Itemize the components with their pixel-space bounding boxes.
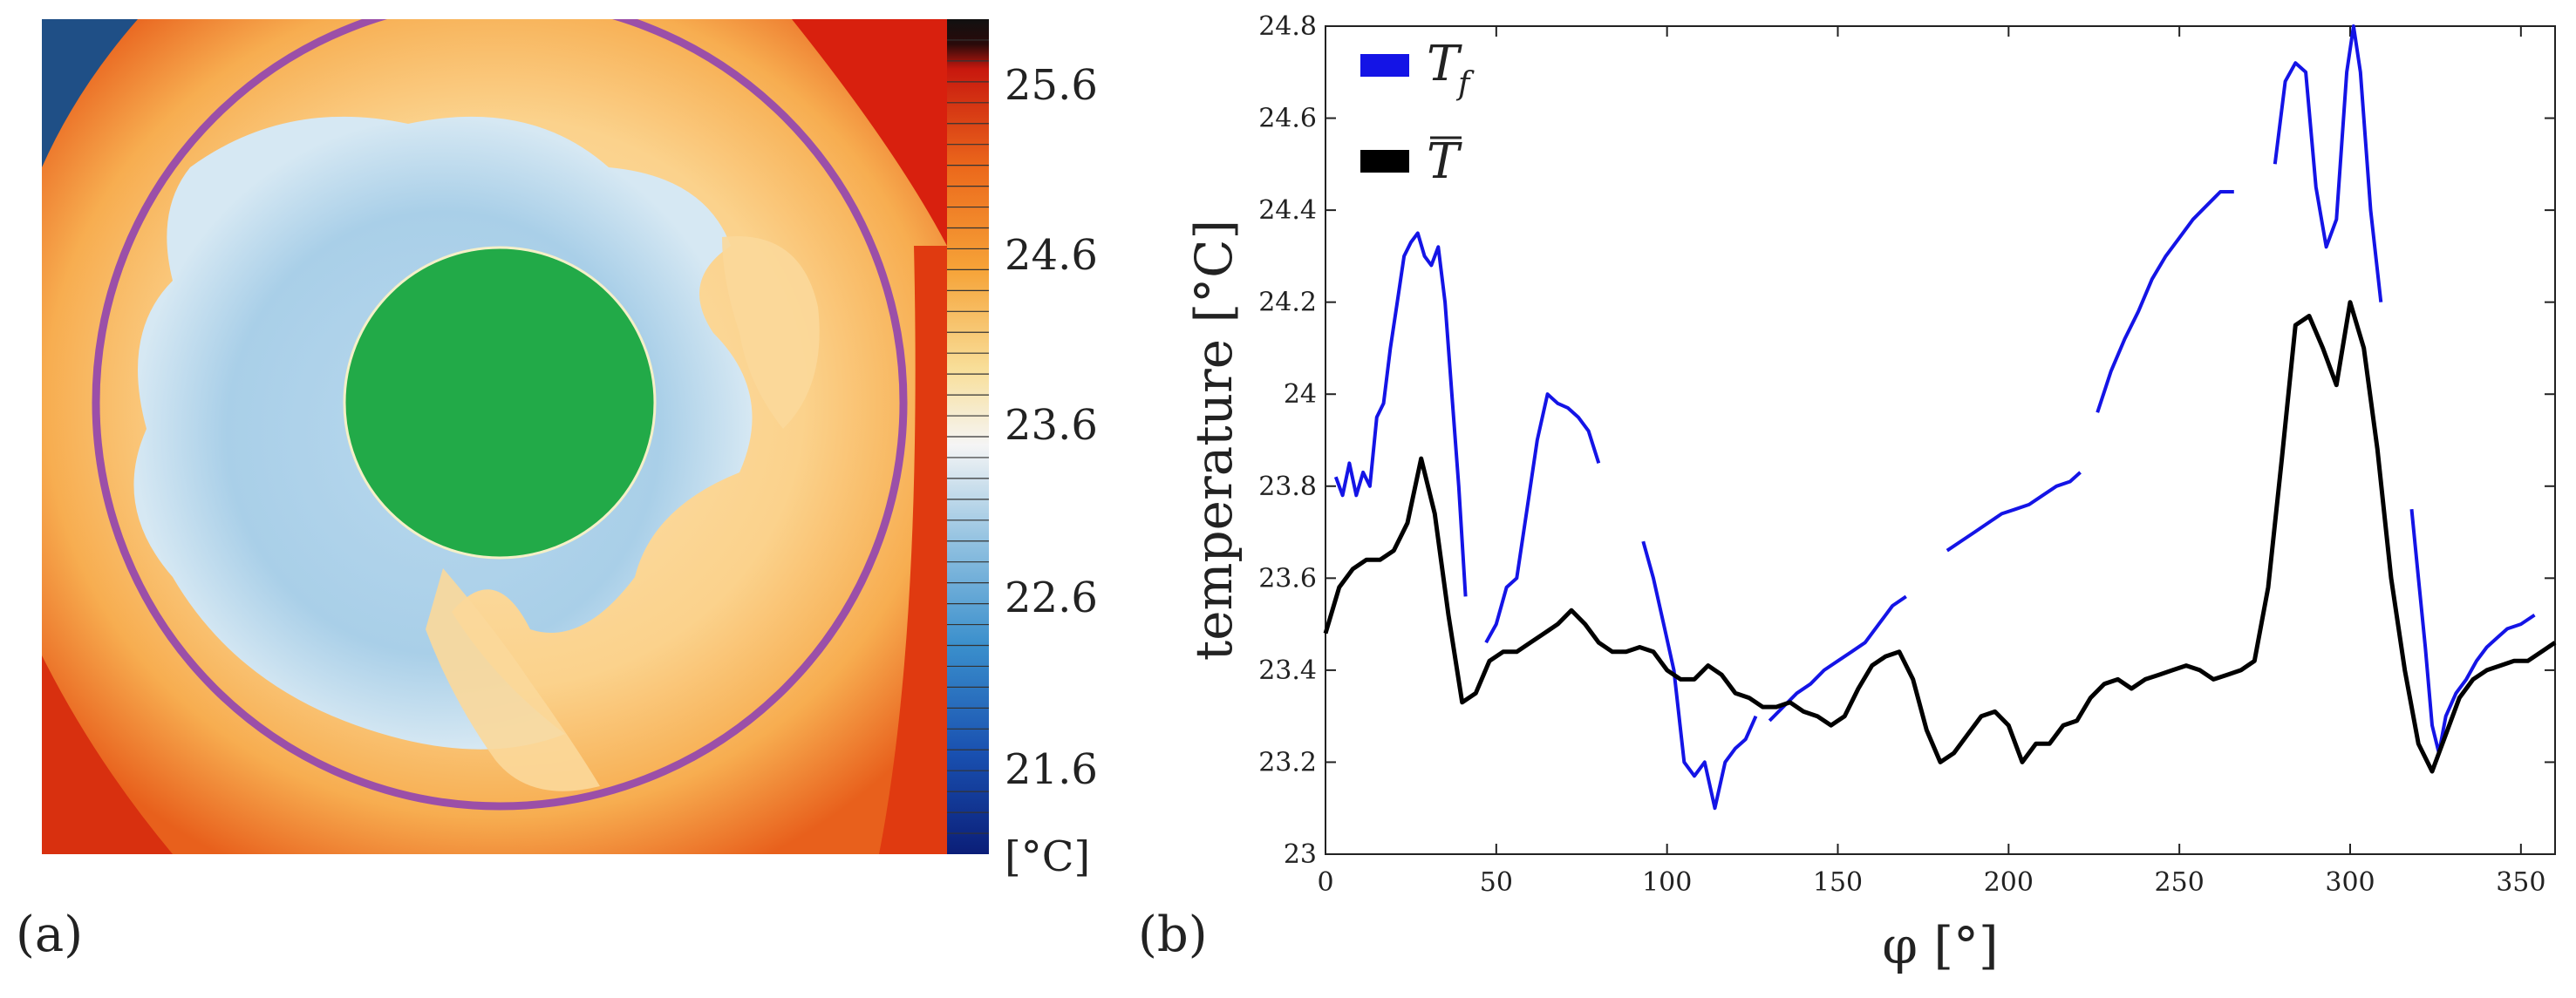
series-tf-segment-5 [2096,190,2234,413]
hot-edge-right [879,246,947,854]
warm-plume [426,568,600,791]
plot-frame [1325,25,2556,855]
series-tf-segment-2 [1641,540,1758,811]
colorbar-unit: [°C] [1005,832,1091,881]
y-tick-label: 23.4 [1258,655,1317,686]
series-tf-segment-0 [1333,231,1468,597]
y-tick-label: 24 [1284,379,1317,410]
colorbar-tick-25.6: 25.6 [1005,61,1098,110]
legend-label-tf: T [1427,36,1462,92]
x-tick-label: 350 [2496,867,2545,898]
colorbar-tick-24.6: 24.6 [1005,231,1098,280]
colorbar-tick-23.6: 23.6 [1005,401,1098,450]
y-tick-label: 23 [1284,839,1317,870]
cylinder-mask [343,246,657,560]
legend-label-tbar: T [1427,133,1462,190]
panel-label-b: (b) [1138,906,1208,963]
series-tf-segment-1 [1484,392,1601,644]
x-axis-label: φ [°] [1882,916,1998,975]
x-tick-label: 0 [1317,867,1333,898]
y-tick-label: 23.6 [1258,563,1317,594]
series-tf-segment-7 [2409,509,2536,755]
x-tick-label: 300 [2325,867,2375,898]
colorbar-tick-lines [947,39,989,834]
colorbar-tick-22.6: 22.6 [1005,574,1098,622]
colorbar [947,19,989,854]
x-tick-label: 150 [1813,867,1863,898]
hot-corner-bottom-left [42,655,173,854]
warm-plume-right [722,236,820,429]
series-tbar-line [1323,300,2557,774]
dark-corner-top-left [42,19,138,167]
colorbar-tick-21.6: 21.6 [1005,745,1098,794]
series-tf-segment-3 [1768,594,1907,723]
y-tick-label: 23.8 [1258,472,1317,502]
x-tick-label: 100 [1642,867,1692,898]
y-tick-label: 23.2 [1258,747,1317,777]
thermal-image [42,19,947,854]
measurement-ring [92,19,908,811]
x-tick-label: 50 [1480,867,1513,898]
y-tick-label: 24.2 [1258,288,1317,318]
legend-swatch-tbar [1360,150,1409,173]
y-tick-label: 24.8 [1258,11,1317,42]
series-tf-segment-4 [1946,471,2082,553]
x-tick-label: 200 [1984,867,2034,898]
hot-corner-top-right [792,19,947,246]
legend-swatch-tf [1360,54,1409,77]
legend-label-tf-subscript: f [1455,66,1475,102]
panel-label-a: (a) [16,906,84,963]
y-tick-label: 24.6 [1258,104,1317,134]
y-axis-label: temperature [°C] [1184,220,1244,661]
series-tf-segment-6 [2273,24,2383,302]
y-tick-label: 24.4 [1258,195,1317,226]
x-tick-label: 250 [2155,867,2205,898]
